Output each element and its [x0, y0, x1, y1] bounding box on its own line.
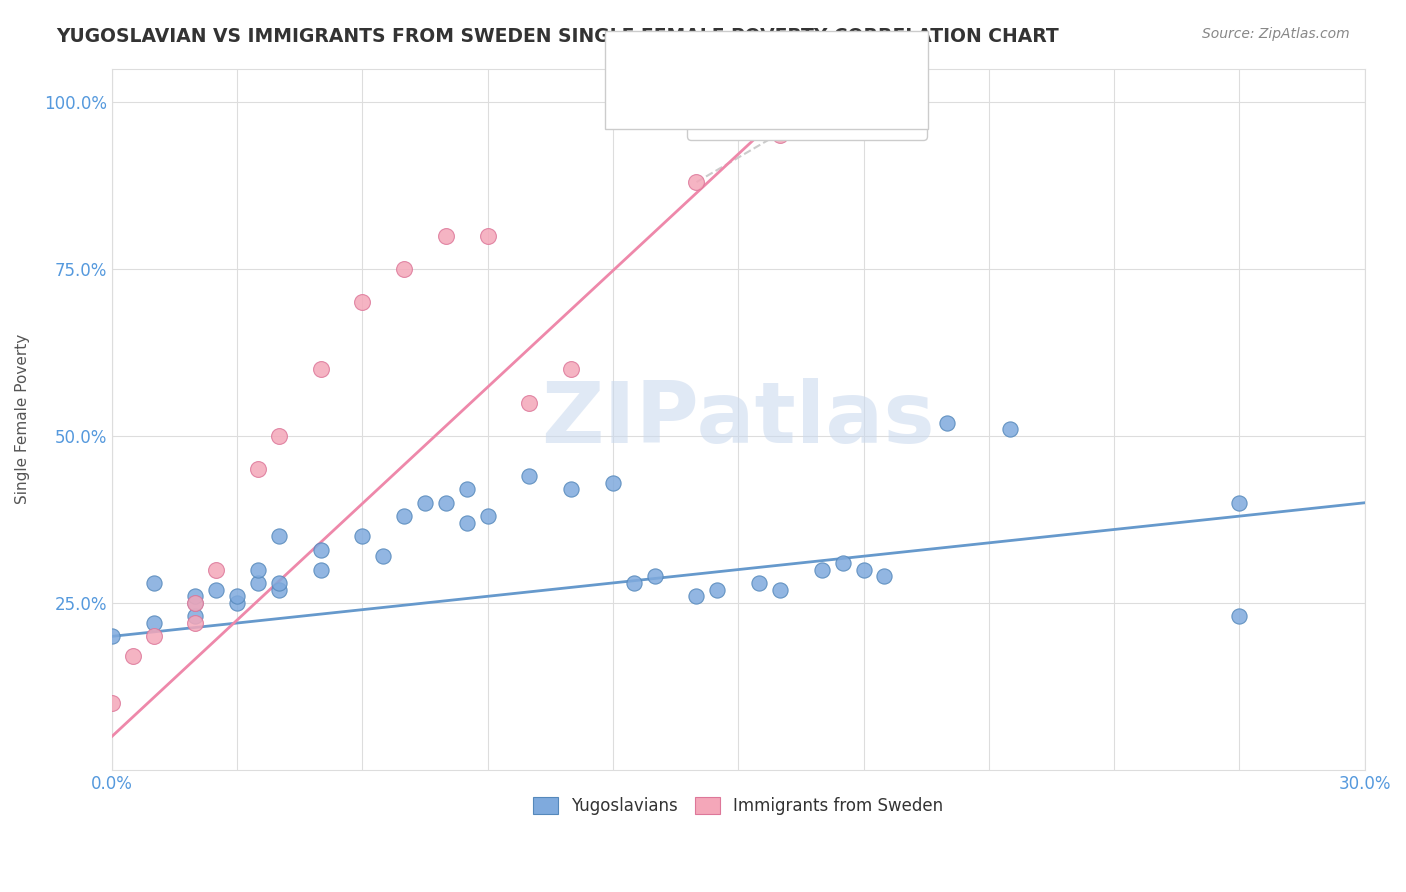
- Point: [205, 582, 228, 597]
- Point: [100, 696, 122, 710]
- Point: [184, 609, 207, 624]
- Point: [644, 569, 666, 583]
- Point: [184, 596, 207, 610]
- Point: [226, 596, 249, 610]
- Point: [413, 496, 436, 510]
- Point: [392, 509, 415, 524]
- Point: [852, 563, 875, 577]
- Point: [121, 649, 143, 664]
- Point: [267, 582, 290, 597]
- Point: [184, 589, 207, 603]
- Point: [309, 362, 332, 376]
- Point: [373, 549, 395, 564]
- Point: [602, 475, 624, 490]
- Point: [246, 576, 269, 591]
- Y-axis label: Single Female Poverty: Single Female Poverty: [15, 334, 30, 504]
- Point: [352, 295, 374, 310]
- Point: [392, 262, 415, 277]
- Point: [831, 556, 853, 570]
- Point: [519, 395, 541, 409]
- Point: [519, 469, 541, 483]
- Point: [184, 596, 207, 610]
- Point: [1229, 609, 1251, 624]
- Point: [706, 582, 728, 597]
- Point: [142, 629, 165, 643]
- Point: [226, 589, 249, 603]
- Legend: Yugoslavians, Immigrants from Sweden: Yugoslavians, Immigrants from Sweden: [523, 787, 953, 825]
- Point: [434, 228, 457, 243]
- Point: [748, 576, 770, 591]
- Point: [267, 576, 290, 591]
- Point: [309, 563, 332, 577]
- Point: [309, 542, 332, 557]
- Point: [873, 569, 896, 583]
- Point: [267, 529, 290, 543]
- Point: [267, 429, 290, 443]
- Point: [100, 629, 122, 643]
- Point: [936, 416, 959, 430]
- Text: Source: ZipAtlas.com: Source: ZipAtlas.com: [1202, 27, 1350, 41]
- Point: [246, 462, 269, 476]
- Point: [477, 509, 499, 524]
- Point: [1229, 496, 1251, 510]
- Point: [142, 576, 165, 591]
- Text: YUGOSLAVIAN VS IMMIGRANTS FROM SWEDEN SINGLE FEMALE POVERTY CORRELATION CHART: YUGOSLAVIAN VS IMMIGRANTS FROM SWEDEN SI…: [56, 27, 1059, 45]
- Point: [477, 228, 499, 243]
- Point: [998, 422, 1021, 436]
- Point: [352, 529, 374, 543]
- Point: [769, 582, 792, 597]
- Point: [769, 128, 792, 143]
- Point: [205, 563, 228, 577]
- Point: [184, 615, 207, 630]
- Point: [685, 589, 707, 603]
- Point: [246, 563, 269, 577]
- Point: [434, 496, 457, 510]
- Point: [623, 576, 645, 591]
- Point: [560, 483, 582, 497]
- Point: [685, 175, 707, 189]
- Point: [810, 563, 832, 577]
- Point: [560, 362, 582, 376]
- Point: [456, 516, 478, 530]
- Text: ZIPatlas: ZIPatlas: [541, 377, 935, 461]
- Point: [456, 483, 478, 497]
- Point: [142, 615, 165, 630]
